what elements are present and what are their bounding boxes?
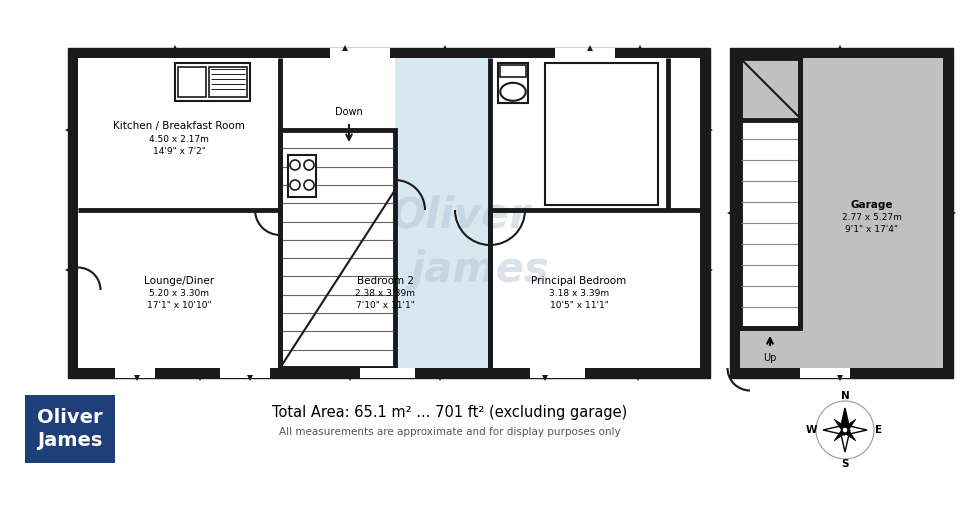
Text: Up: Up (763, 353, 777, 363)
Text: S: S (841, 459, 849, 469)
Text: 5.20 x 3.30m: 5.20 x 3.30m (149, 290, 209, 298)
Text: 10'5" x 11'1": 10'5" x 11'1" (550, 302, 609, 310)
Bar (175, 63, 250, 101)
Bar (280, 130, 395, 368)
Circle shape (842, 427, 848, 433)
Text: 2.38 x 3.39m: 2.38 x 3.39m (355, 290, 415, 298)
Bar (280, 210, 490, 368)
Polygon shape (840, 408, 850, 430)
Bar (25, 395, 115, 463)
Bar (800, 368, 850, 378)
Bar (395, 58, 490, 368)
Text: N: N (841, 391, 850, 401)
Bar (545, 63, 658, 205)
Text: Down: Down (335, 107, 363, 117)
Polygon shape (834, 419, 847, 432)
Bar (78, 58, 700, 368)
Text: 9'1" x 17'4": 9'1" x 17'4" (845, 225, 898, 235)
Polygon shape (823, 425, 845, 435)
Text: Total Area: 65.1 m² ... 701 ft² (excluding garage): Total Area: 65.1 m² ... 701 ft² (excludi… (272, 404, 627, 419)
Ellipse shape (500, 83, 525, 101)
Text: Oliver: Oliver (390, 194, 530, 236)
Bar (555, 48, 615, 58)
Polygon shape (843, 428, 856, 441)
Text: Bedroom 2: Bedroom 2 (357, 276, 414, 286)
Bar (220, 368, 270, 378)
Bar (360, 368, 415, 378)
Circle shape (304, 160, 314, 170)
Text: 3.18 x 3.39m: 3.18 x 3.39m (549, 290, 609, 298)
Bar (730, 48, 953, 378)
Bar (68, 48, 710, 378)
Circle shape (290, 180, 300, 190)
Circle shape (304, 180, 314, 190)
Bar (209, 67, 247, 97)
Bar (740, 58, 800, 120)
Bar (178, 67, 206, 97)
Text: Lounge/Diner: Lounge/Diner (144, 276, 214, 286)
Bar (530, 368, 585, 378)
Text: Oliver: Oliver (37, 408, 103, 427)
Text: 2.77 x 5.27m: 2.77 x 5.27m (842, 213, 902, 223)
Text: 4.50 x 2.17m: 4.50 x 2.17m (149, 134, 209, 143)
Bar (740, 58, 943, 368)
Bar (500, 65, 526, 77)
Circle shape (290, 160, 300, 170)
Bar (740, 118, 800, 328)
Text: Garage: Garage (851, 200, 893, 210)
Bar (115, 368, 155, 378)
Text: James: James (37, 431, 103, 450)
Text: E: E (875, 425, 883, 435)
Bar (498, 63, 528, 103)
Polygon shape (843, 419, 856, 432)
Polygon shape (834, 428, 847, 441)
Bar (288, 155, 316, 197)
Text: james: james (411, 249, 550, 291)
Text: Principal Bedroom: Principal Bedroom (531, 276, 626, 286)
Bar (330, 48, 390, 58)
Text: Kitchen / Breakfast Room: Kitchen / Breakfast Room (113, 121, 245, 131)
Text: W: W (806, 425, 816, 435)
Polygon shape (845, 425, 867, 435)
Text: 14'9" x 7'2": 14'9" x 7'2" (153, 146, 206, 156)
Text: 17'1" x 10'10": 17'1" x 10'10" (147, 302, 212, 310)
Polygon shape (840, 430, 850, 452)
Text: All measurements are approximate and for display purposes only: All measurements are approximate and for… (279, 427, 620, 437)
Text: 7'10" x 11'1": 7'10" x 11'1" (356, 302, 415, 310)
